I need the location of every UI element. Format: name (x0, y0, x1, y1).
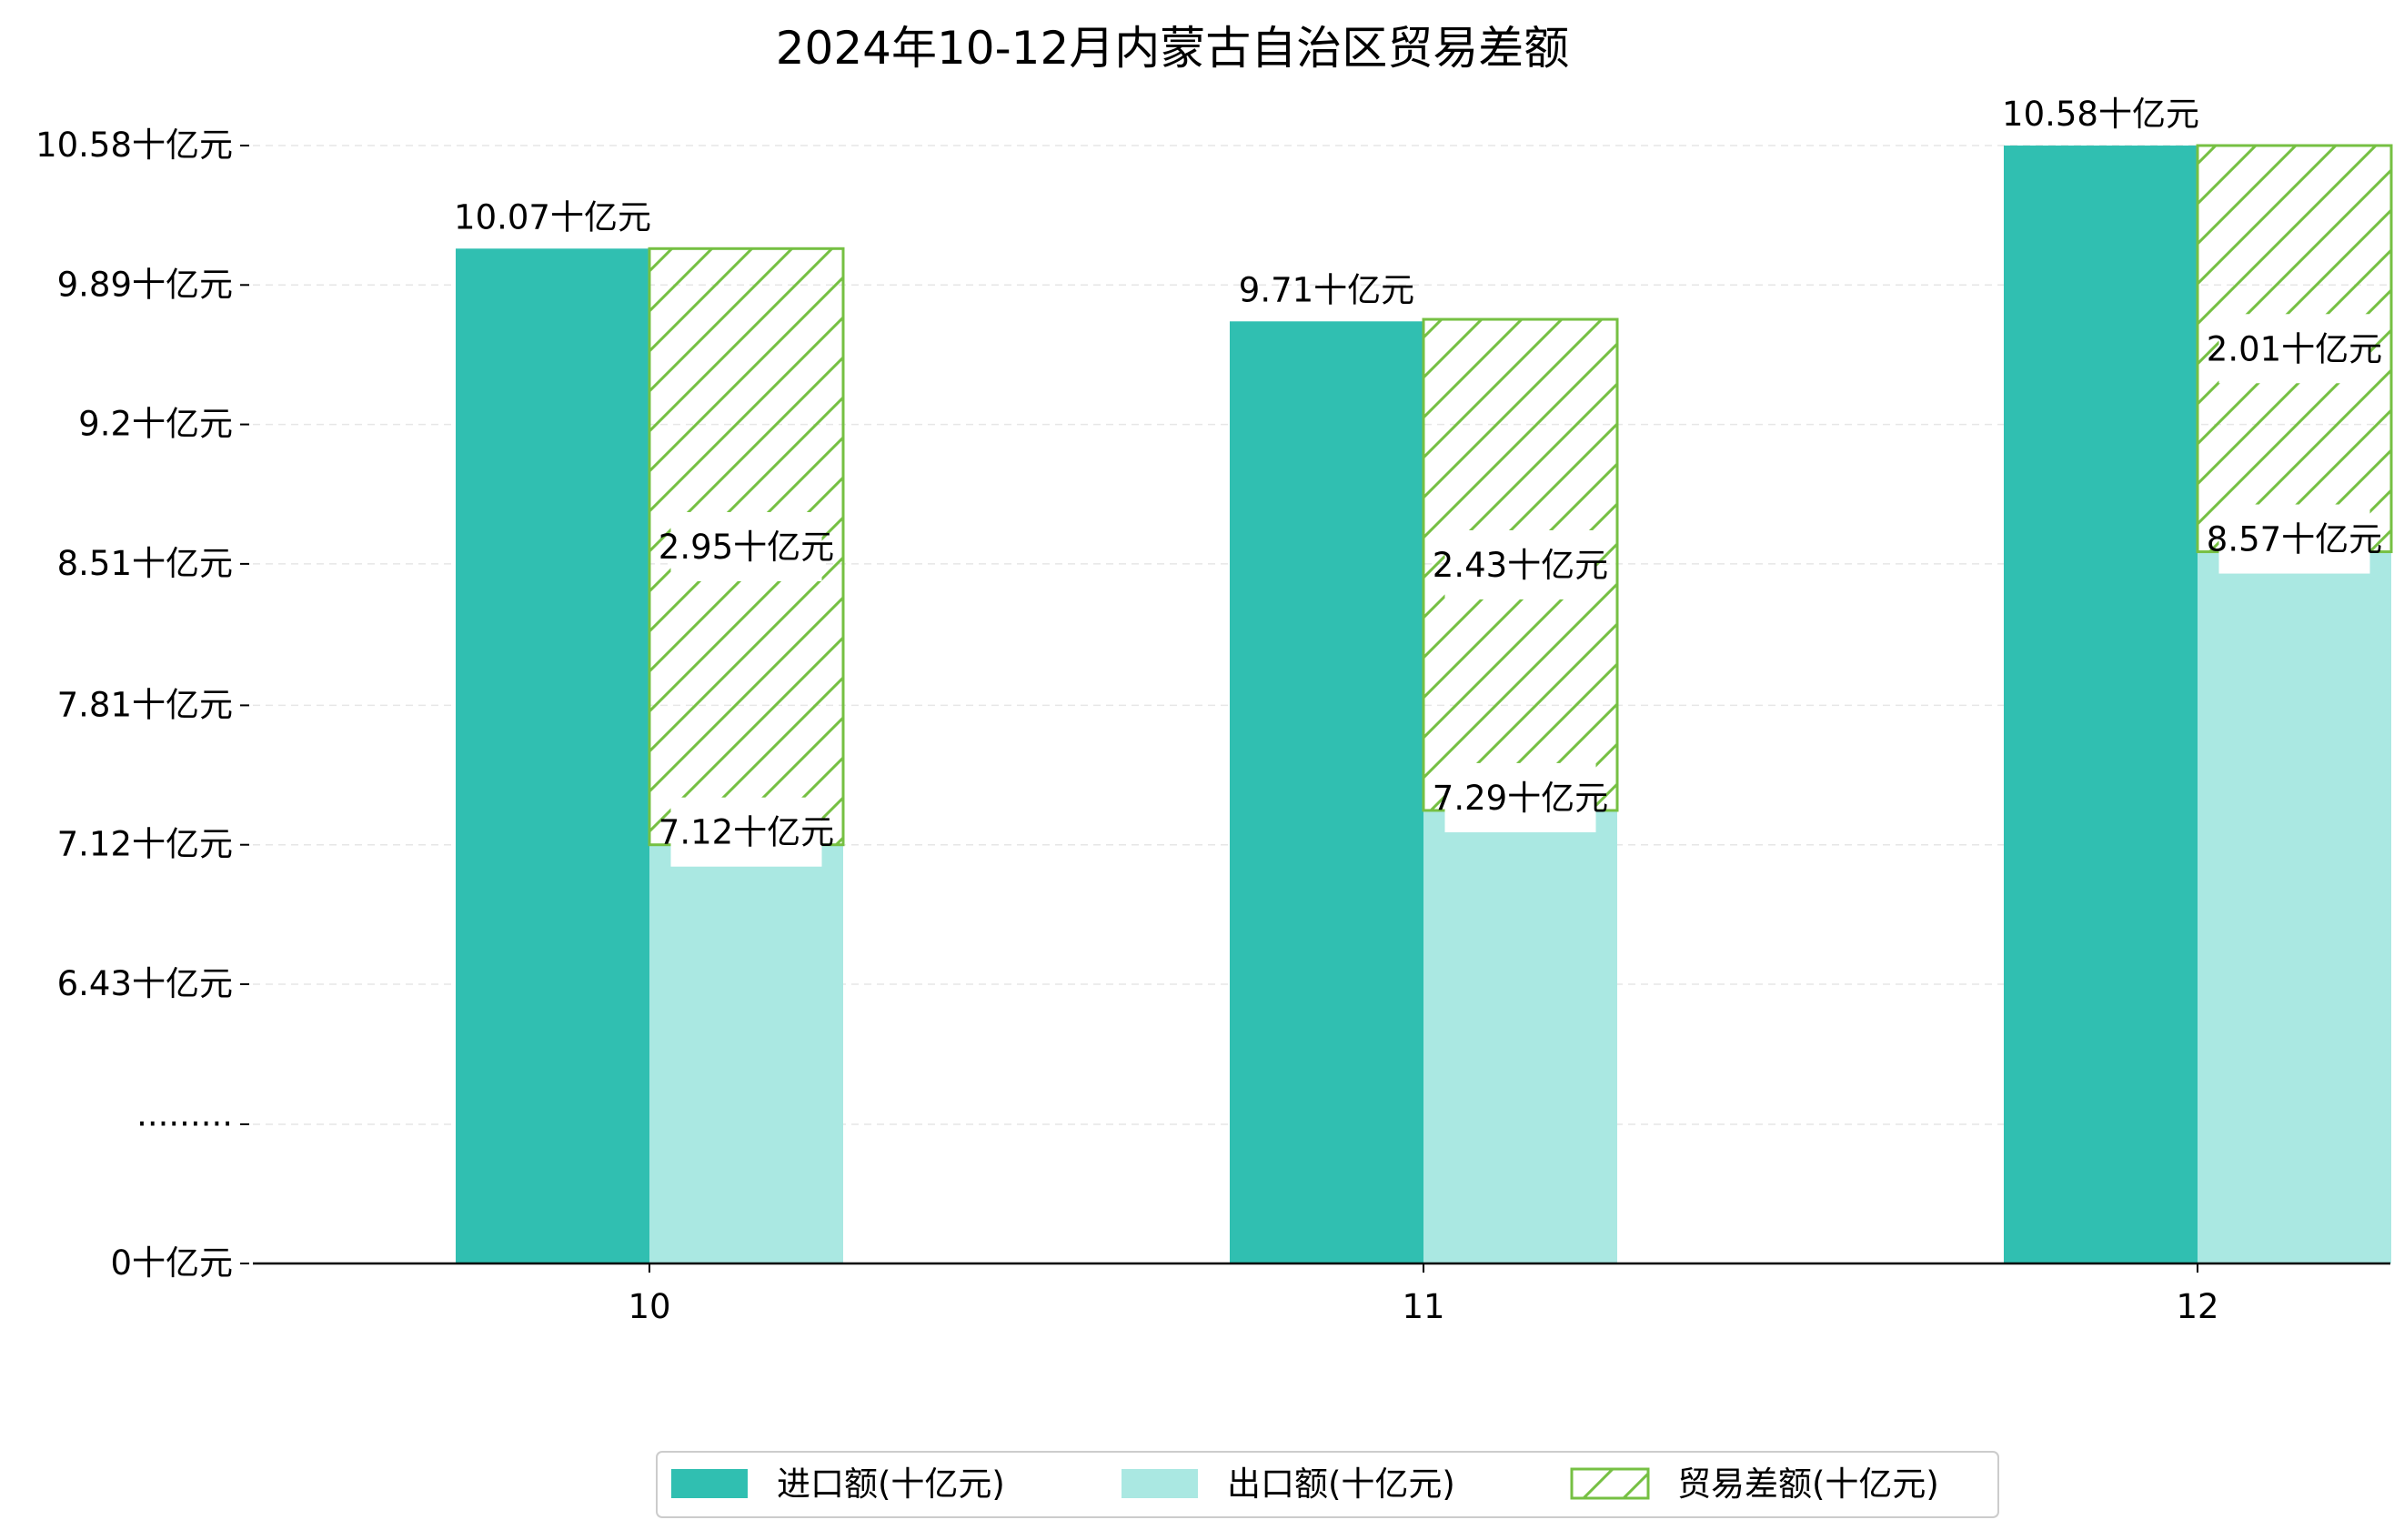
legend-swatch (1122, 1469, 1198, 1498)
label-background (1444, 762, 1596, 832)
export-bar (649, 844, 843, 1263)
balance-value-label: 2.95十亿元 (659, 528, 834, 567)
import-value-label: 10.07十亿元 (454, 197, 651, 237)
label-background (1444, 530, 1596, 599)
bars (456, 144, 2393, 1263)
export-value-label: 8.57十亿元 (2207, 520, 2382, 559)
y-tick-label: 8.51十亿元 (57, 544, 233, 583)
y-tick-label: 7.81十亿元 (57, 685, 233, 724)
y-tick-label: 9.89十亿元 (57, 265, 233, 304)
y-tick-label: 0十亿元 (110, 1243, 233, 1283)
label-background (670, 512, 822, 582)
chart-title: 2024年10-12月内蒙古自治区贸易差额 (776, 22, 1570, 75)
legend-label: 进口额(十亿元) (777, 1465, 1005, 1504)
y-tick-label: 6.43十亿元 (57, 964, 233, 1003)
legend-label: 贸易差额(十亿元) (1677, 1465, 1939, 1504)
import-bar (456, 248, 649, 1263)
export-bar (1423, 810, 1617, 1263)
axes: 0十亿元 ········· 6.43十亿元 7.12十亿元 7.81十亿元 8.51十亿… (35, 126, 2390, 1326)
import-value-label: 9.71十亿元 (1239, 270, 1414, 309)
x-tick-label: 10 (628, 1287, 670, 1326)
legend[interactable]: 进口额(十亿元) 出口额(十亿元) 贸易差额(十亿元) (656, 1451, 1999, 1518)
x-tick-label: 11 (1402, 1287, 1444, 1326)
import-bar (2004, 146, 2198, 1263)
legend-swatch (671, 1469, 748, 1498)
legend-swatch (1570, 1467, 1650, 1500)
import-bar (1230, 321, 1423, 1263)
export-value-label: 7.12十亿元 (659, 813, 834, 852)
label-background (2218, 314, 2370, 384)
y-tick-label: 7.12十亿元 (57, 825, 233, 864)
import-value-label: 10.58十亿元 (2002, 95, 2199, 134)
balance-value-label: 2.01十亿元 (2207, 329, 2382, 368)
label-background (2218, 504, 2370, 574)
x-tick-label: 12 (2176, 1287, 2218, 1326)
balance-value-label: 2.43十亿元 (1433, 546, 1608, 585)
y-tick-label: 9.2十亿元 (78, 405, 233, 444)
legend-label: 出口额(十亿元) (1227, 1465, 1455, 1504)
export-bar (2198, 551, 2391, 1263)
y-tick-label: 10.58十亿元 (35, 126, 233, 165)
data-labels: 10.07十亿元 2.95十亿元 7.12十亿元 9.71十亿元 2.43十亿元 7.29… (454, 95, 2382, 867)
label-background (670, 797, 822, 867)
legend-box (656, 1451, 1999, 1518)
y-tick-label: ········· (136, 1104, 233, 1143)
export-value-label: 7.29十亿元 (1433, 779, 1608, 818)
